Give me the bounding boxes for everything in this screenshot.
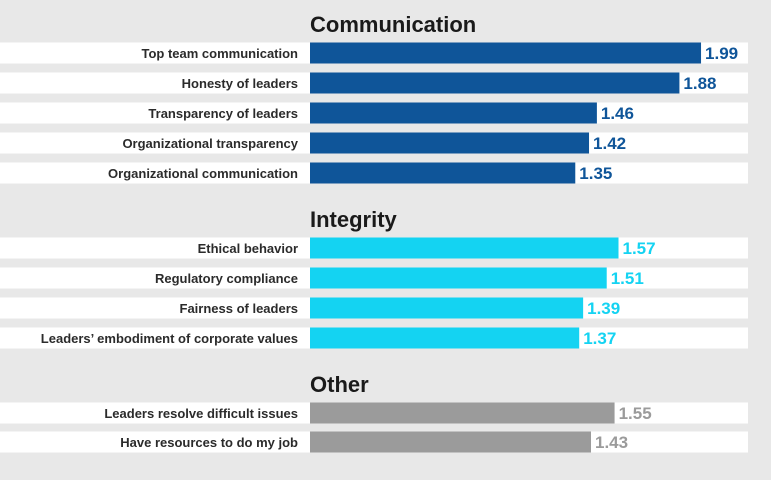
category-label: Organizational communication (108, 166, 298, 181)
group-title-integrity: Integrity (310, 207, 398, 232)
data-label: 1.51 (611, 269, 644, 288)
group-title-communication: Communication (310, 12, 476, 37)
data-label: 1.46 (601, 104, 634, 123)
bar-top-team-communication (310, 42, 702, 64)
category-label: Fairness of leaders (180, 301, 299, 316)
category-label: Organizational transparency (122, 136, 298, 151)
data-label: 1.35 (579, 164, 612, 183)
category-label: Have resources to do my job (120, 435, 298, 450)
data-label: 1.43 (595, 433, 628, 452)
category-label: Leaders resolve difficult issues (104, 406, 298, 421)
data-label: 1.42 (593, 134, 626, 153)
category-label: Regulatory compliance (155, 271, 298, 286)
data-label: 1.88 (683, 74, 716, 93)
bar-fairness-of-leaders (310, 297, 584, 319)
data-label: 1.99 (705, 44, 738, 63)
category-label: Honesty of leaders (182, 76, 298, 91)
bar-organizational-communication (310, 162, 576, 184)
bar-leaders-embodiment-of-corporate-values (310, 327, 580, 349)
bar-leaders-resolve-difficult-issues (310, 402, 615, 424)
data-label: 1.37 (583, 329, 616, 348)
category-label: Top team communication (142, 46, 299, 61)
category-label: Leaders’ embodiment of corporate values (41, 331, 298, 346)
data-label: 1.55 (619, 404, 652, 423)
bar-honesty-of-leaders (310, 72, 680, 94)
category-label: Ethical behavior (198, 241, 298, 256)
group-title-other: Other (310, 372, 369, 397)
bar-transparency-of-leaders (310, 102, 597, 124)
data-label: 1.39 (587, 299, 620, 318)
bar-organizational-transparency (310, 132, 590, 154)
bar-have-resources-to-do-my-job (310, 431, 591, 453)
bar-ethical-behavior (310, 237, 619, 259)
data-label: 1.57 (623, 239, 656, 258)
bar-regulatory-compliance (310, 267, 607, 289)
category-label: Transparency of leaders (148, 106, 298, 121)
